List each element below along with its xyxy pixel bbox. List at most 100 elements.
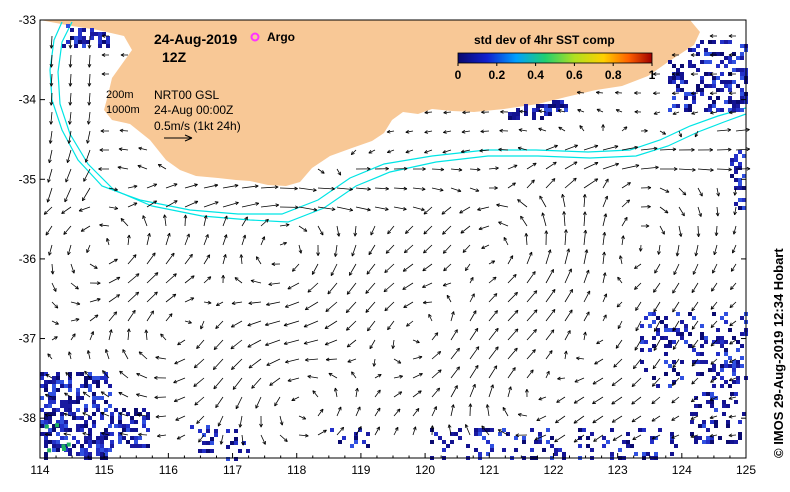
current-arrow [602,251,606,265]
current-arrow [203,201,219,208]
sst-pixel [74,44,78,48]
sst-pixel [736,340,740,344]
sst-pixel [712,340,716,344]
sst-pixel [68,448,72,452]
sst-pixel [84,440,88,444]
current-arrow [260,236,266,246]
time-label: 12Z [162,49,187,65]
current-arrow [621,145,639,151]
sst-pixel [700,336,704,340]
current-arrow [200,320,205,330]
current-arrow [126,328,131,341]
current-arrow [184,253,193,265]
current-arrow [63,412,72,417]
sst-pixel [96,452,100,456]
sst-pixel [740,108,744,112]
sst-pixel [134,436,138,440]
sst-pixel [710,404,714,408]
sst-pixel [640,324,644,328]
current-arrow [330,263,338,277]
current-arrow [711,282,718,292]
current-arrow [694,130,699,138]
sst-pixel [68,428,72,432]
sst-pixel [362,440,366,444]
current-arrow [593,434,604,442]
current-arrow [573,434,585,443]
sst-pixel [676,312,680,316]
sst-pixel [728,80,732,84]
current-arrow [98,167,110,171]
current-arrow [621,126,628,132]
current-arrow [730,282,737,290]
sst-pixel [702,440,706,444]
sst-pixel [446,444,450,448]
sst-pixel [670,440,674,444]
current-arrow [279,415,284,426]
sst-pixel [44,380,48,384]
current-arrow [99,223,110,228]
current-arrow [355,206,371,212]
current-arrow [488,384,494,398]
sst-pixel [726,404,730,408]
current-arrow [70,333,76,341]
sst-pixel [736,100,740,104]
current-arrow [82,432,91,436]
sst-pixel [84,420,88,424]
sst-pixel [52,396,56,400]
current-arrow [536,415,547,421]
sst-pixel [724,380,728,384]
current-arrow [464,424,471,436]
current-arrow [678,167,696,172]
sst-pixel [722,404,726,408]
current-arrow [602,272,607,284]
sst-pixel [146,444,150,448]
current-arrow [564,248,571,265]
sst-pixel [450,432,454,436]
current-arrow [442,225,452,235]
current-arrow [615,108,623,113]
current-arrow [728,433,737,438]
sst-pixel [130,416,134,420]
sst-pixel [84,404,88,408]
sst-pixel [710,392,714,396]
sst-pixel [40,372,44,376]
current-arrow [477,206,490,211]
sst-pixel [210,449,214,453]
current-arrow [70,301,81,306]
sst-pixel [714,408,718,412]
sst-pixel [734,178,738,182]
current-arrow [469,310,477,322]
sst-pixel [700,360,704,364]
current-arrow [412,339,420,344]
current-arrow [47,168,53,183]
sst-pixel [80,384,84,388]
current-arrow [212,358,224,370]
sst-pixel [738,432,742,436]
current-arrow [462,244,471,253]
sst-pixel [44,420,48,424]
sst-pixel [562,452,566,456]
current-arrow [583,331,587,341]
sst-pixel [56,440,60,444]
current-arrow [735,147,750,152]
sst-pixel [438,436,442,440]
sst-pixel [732,104,736,108]
current-arrow [70,282,79,290]
sst-pixel [668,384,672,388]
current-arrow [89,297,101,303]
sst-pixel [96,436,100,440]
sst-pixel [532,112,536,116]
current-arrow [238,415,243,428]
x-tick-label: 123 [608,463,628,477]
credit-label: © IMOS 29-Aug-2019 12:34 Hobart [771,248,786,458]
current-arrow [317,206,336,211]
sst-pixel [76,388,80,392]
current-arrow [638,244,643,252]
current-arrow [602,293,608,303]
sst-pixel [40,408,44,412]
sst-pixel [44,404,48,408]
sst-pixel [206,425,210,429]
sst-pixel [226,429,230,433]
sst-pixel [48,416,52,420]
current-arrow [577,108,585,113]
